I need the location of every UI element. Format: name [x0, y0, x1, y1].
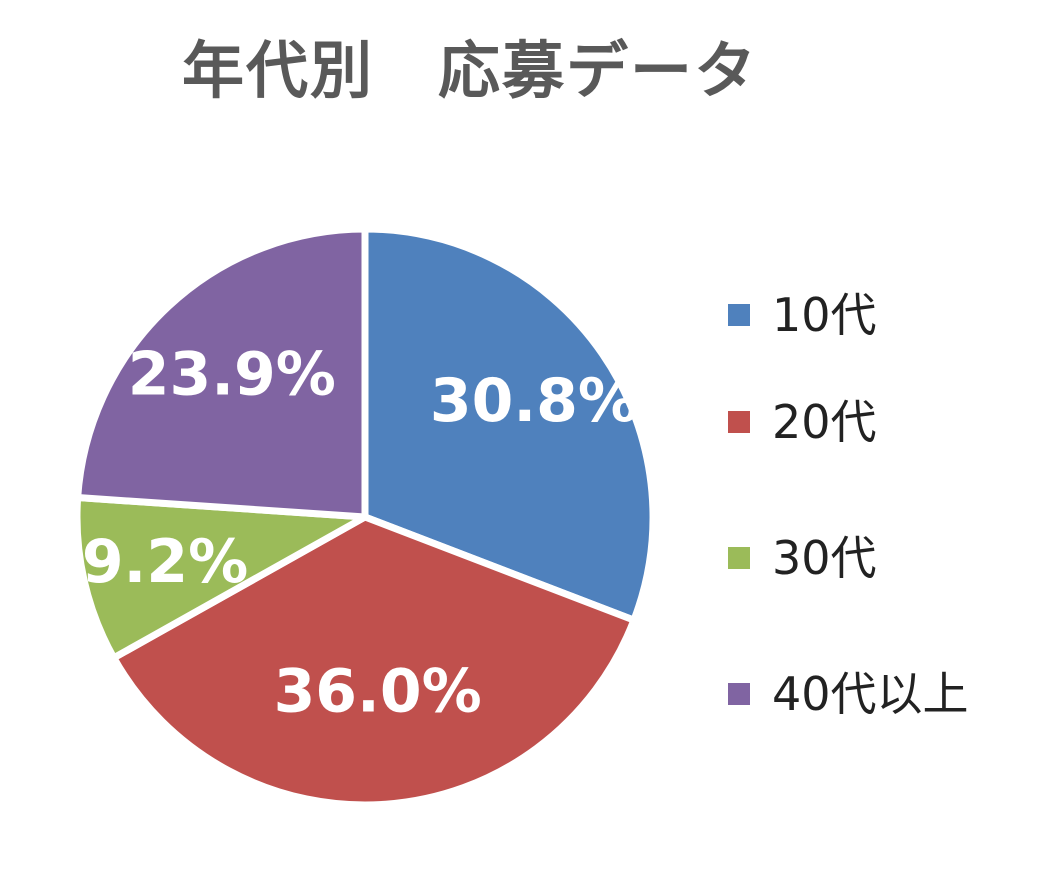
- chart-title: 年代別 応募データ: [181, 34, 758, 107]
- legend: 10代 20代 30代 40代以上: [728, 276, 1028, 762]
- legend-label-40s-plus: 40代以上: [772, 667, 969, 721]
- legend-label-30s: 30代: [772, 531, 877, 585]
- legend-swatch-20s: [728, 411, 750, 433]
- legend-item-10s: 10代: [728, 276, 1028, 354]
- legend-swatch-40s-plus: [728, 683, 750, 705]
- pie-slice-20s: [110, 513, 638, 809]
- slice-label-10s: 30.8%: [430, 366, 638, 436]
- pie-slice-10s: [361, 225, 657, 624]
- legend-item-40s-plus: 40代以上: [728, 626, 1028, 762]
- pie-slice-40s-plus: [74, 225, 369, 521]
- legend-label-20s: 20代: [772, 395, 877, 449]
- legend-item-30s: 30代: [728, 490, 1028, 626]
- legend-label-10s: 10代: [772, 288, 877, 342]
- legend-swatch-30s: [728, 547, 750, 569]
- legend-item-20s: 20代: [728, 354, 1028, 490]
- slice-label-30s: 9.2%: [82, 527, 248, 597]
- pie-slice-30s: [73, 494, 369, 662]
- slice-label-40s-plus: 23.9%: [128, 340, 336, 410]
- legend-swatch-10s: [728, 304, 750, 326]
- slice-label-20s: 36.0%: [274, 657, 482, 727]
